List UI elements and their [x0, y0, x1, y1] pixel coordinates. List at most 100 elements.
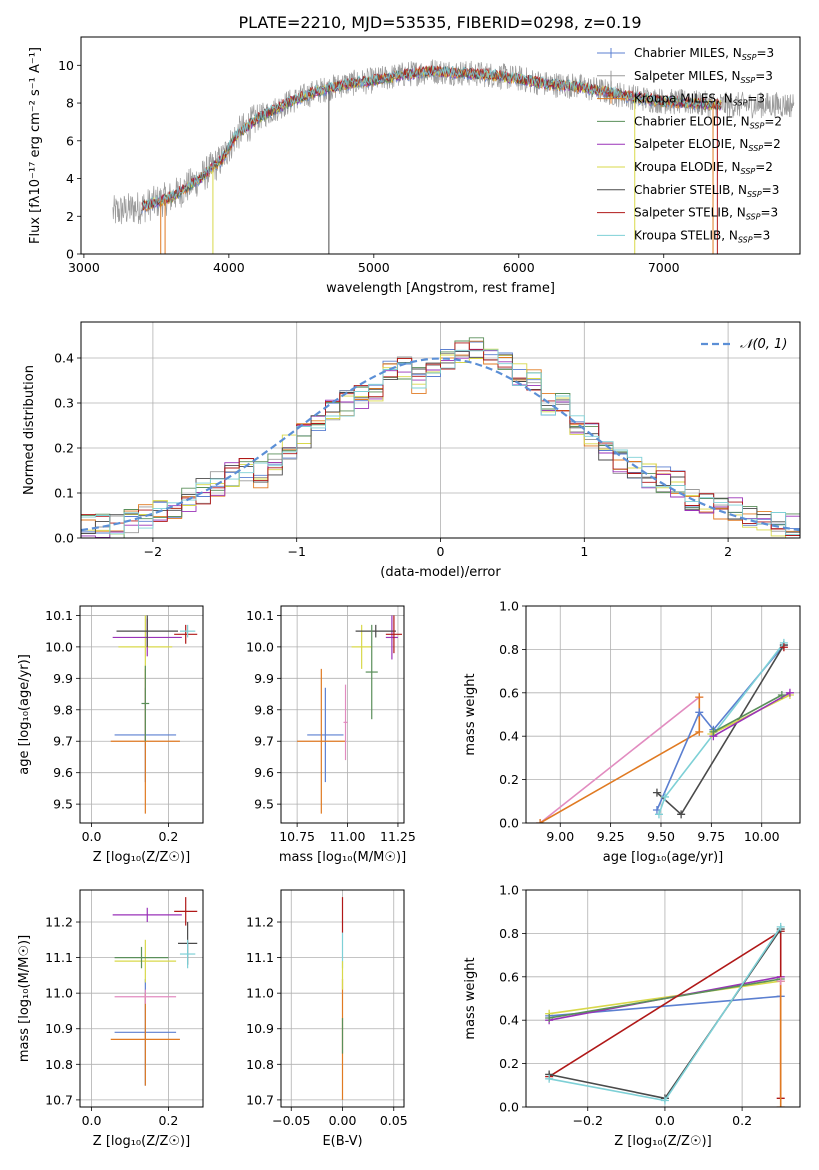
y-tick-label: 8: [66, 96, 74, 111]
y-tick-label: 9.9: [254, 671, 274, 686]
weight-marker: [661, 792, 670, 801]
x-axis-label: age [log₁₀(age/yr)]: [603, 850, 724, 865]
y-tick-label: 0.6: [499, 969, 519, 984]
x-axis-label: Z [log₁₀(Z/Z☉)]: [93, 850, 190, 865]
y-axis-label: mass weight: [463, 957, 478, 1039]
axes-frame: [525, 889, 801, 1108]
x-tick-label: 11.25: [380, 829, 416, 844]
x-tick-label: 0.0: [82, 829, 102, 844]
legend-label: Salpeter STELIB, NSSP=3: [634, 206, 778, 222]
x-tick-label: 0.2: [158, 829, 178, 844]
y-axis-label: mass [log₁₀(M/M☉)]: [17, 935, 32, 1062]
y-tick-label: 0.2: [54, 441, 74, 456]
y-tick-label: 0: [66, 247, 74, 262]
weight-marker: [776, 977, 785, 986]
model-line-kroupa_stelib: [141, 65, 722, 210]
weight-marker: [695, 708, 704, 717]
error-bar-point: [365, 624, 378, 720]
x-tick-label: 9.25: [597, 829, 625, 844]
weight-marker: [545, 1074, 554, 1083]
error-bar-point: [114, 939, 177, 983]
error-bar-point: [116, 615, 179, 647]
y-tick-label: 1.0: [499, 883, 519, 898]
gridlines: [281, 606, 404, 823]
x-tick-label: 0: [437, 544, 445, 559]
error-bar-point: [114, 989, 177, 1004]
gridlines: [80, 890, 203, 1107]
histogram-chabrier_stelib: [81, 350, 800, 535]
x-tick-label: 4000: [213, 260, 245, 275]
error-bar-point: [385, 615, 398, 660]
panel-mass_age: 10.75 11.00 11.25 9.5 9.6 9.7 9.8 9.9 10.0 10.1 ma…: [246, 605, 416, 865]
error-bar-point: [343, 684, 348, 761]
x-axis-label: E(B-V): [322, 1134, 362, 1149]
legend-label: Salpeter MILES, NSSP=3: [634, 69, 773, 85]
x-tick-label: 2: [724, 544, 732, 559]
y-tick-label: 10.0: [45, 639, 73, 654]
y-axis-label: age [log₁₀(age/yr)]: [17, 654, 32, 775]
gridlines: [526, 605, 800, 824]
legend-label: 𝒩(0, 1): [740, 337, 787, 352]
y-tick-label: 9.7: [254, 734, 274, 749]
x-axis-label: mass [log₁₀(M/M☉)]: [279, 850, 406, 865]
x-tick-label: 0.2: [732, 1113, 752, 1128]
y-tick-label: 0.2: [499, 772, 519, 787]
x-tick-label: 5000: [358, 260, 390, 275]
x-tick-label: 3000: [68, 260, 100, 275]
x-tick-label: 10.75: [279, 829, 315, 844]
error-bar-point: [307, 687, 344, 783]
legend-label: Kroupa MILES, NSSP=3: [634, 92, 765, 108]
x-tick-label: 6000: [503, 260, 535, 275]
y-tick-label: 10: [58, 58, 74, 73]
y-tick-label: 9.6: [53, 765, 73, 780]
y-tick-label: 0.2: [499, 1056, 519, 1071]
y-tick-label: 10.8: [45, 1057, 73, 1072]
axes-frame: [280, 605, 405, 824]
y-tick-label: 10.7: [45, 1092, 73, 1107]
axes-frame: [79, 889, 204, 1108]
y-axis-label: Normed distribution: [22, 365, 37, 495]
y-tick-label: 0.0: [54, 531, 74, 546]
error-bar-point: [112, 907, 182, 923]
x-tick-label: 1: [580, 544, 588, 559]
normal-curve: [81, 357, 800, 532]
x-tick-label: 9.00: [546, 829, 574, 844]
y-tick-label: 9.7: [53, 734, 73, 749]
axes-frame: [525, 605, 801, 824]
y-tick-label: 10.9: [246, 1021, 274, 1036]
weight-marker: [776, 1103, 785, 1107]
figure-title: PLATE=2210, MJD=53535, FIBERID=0298, z=0…: [238, 13, 641, 32]
x-axis-label: Z [log₁₀(Z/Z☉)]: [614, 1134, 711, 1149]
y-tick-label: 11.2: [246, 915, 274, 930]
legend-label: Chabrier ELODIE, NSSP=2: [634, 114, 782, 130]
plot-body: [110, 615, 198, 814]
x-tick-label: 0.05: [380, 1113, 408, 1128]
weight-marker: [779, 643, 788, 652]
y-tick-label: 11.2: [45, 915, 73, 930]
x-tick-label: −1: [287, 544, 305, 559]
error-bar-point: [114, 946, 169, 969]
error-bar-point: [141, 665, 150, 742]
x-tick-label: 7000: [648, 260, 680, 275]
y-tick-label: 10.1: [45, 608, 73, 623]
y-tick-label: 9.8: [53, 702, 73, 717]
y-tick-label: 10.1: [246, 608, 274, 623]
x-tick-label: 0.2: [158, 1113, 178, 1128]
weight-marker: [776, 922, 785, 931]
x-axis-label: Z [log₁₀(Z/Z☉)]: [93, 1134, 190, 1149]
y-tick-label: 0.4: [499, 1013, 519, 1028]
y-tick-label: 0.6: [499, 685, 519, 700]
weight-marker: [709, 727, 718, 736]
legend-label: Kroupa ELODIE, NSSP=2: [634, 160, 773, 176]
panel-z_mass: 0.0 0.2 10.7 10.8 10.9 11.0 11.1 11.2 Z [log₁₀(Z…: [17, 889, 204, 1149]
y-tick-label: 11.1: [246, 950, 274, 965]
y-tick-label: 4: [66, 171, 74, 186]
legend-label: Chabrier STELIB, NSSP=3: [634, 183, 779, 199]
x-tick-label: 0.0: [655, 1113, 675, 1128]
axes-frame: [80, 36, 801, 255]
legend-label: Salpeter ELODIE, NSSP=2: [634, 137, 781, 153]
y-tick-label: 0.0: [499, 816, 519, 831]
panel-residuals: −2 −1 0 1 2 0.0 0.1 0.2 0.3 0.4 (data-model)/error…: [22, 321, 801, 580]
y-tick-label: 9.6: [254, 765, 274, 780]
